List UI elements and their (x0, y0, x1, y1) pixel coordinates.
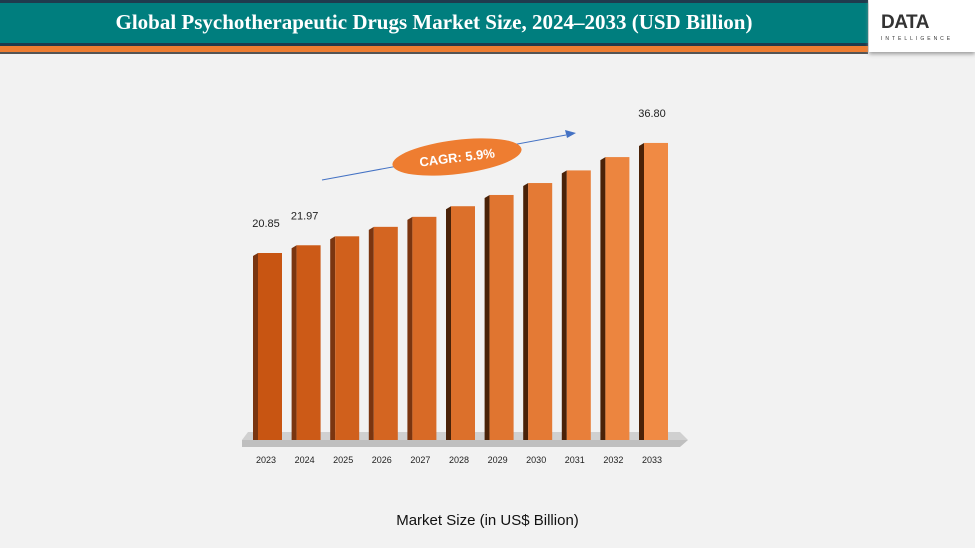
bar-2024 (296, 245, 321, 440)
data-label-2033: 36.80 (638, 108, 666, 120)
bar-2026 (373, 226, 398, 440)
bar-side (291, 245, 297, 440)
tick-label-2028: 2028 (449, 455, 469, 465)
bar-2032 (605, 157, 630, 440)
chart-title: Global Psychotherapeutic Drugs Market Si… (115, 10, 753, 34)
bar-side (523, 183, 529, 440)
tick-label-2024: 2024 (295, 455, 315, 465)
bar-2031 (566, 170, 591, 441)
data-label-2024: 21.97 (291, 210, 319, 222)
bar-side (600, 157, 606, 440)
bar-side (407, 216, 413, 440)
cagr-ellipse (392, 138, 522, 176)
header-bar (0, 0, 868, 46)
bar-side (561, 170, 567, 441)
bar-2027 (412, 216, 437, 440)
bar-2030 (528, 183, 553, 440)
tick-label-2029: 2029 (488, 455, 508, 465)
data-label-2023: 20.85 (252, 218, 280, 230)
tick-label-2023: 2023 (256, 455, 276, 465)
logo-subtext: INTELLIGENCE (881, 36, 954, 42)
tick-label-2026: 2026 (372, 455, 392, 465)
cagr-arrow-head (565, 130, 576, 138)
tick-label-2033: 2033 (642, 455, 662, 465)
bar-2028 (451, 206, 475, 440)
bar-side (253, 253, 258, 440)
bar-2023 (258, 253, 282, 440)
bar-2033 (644, 142, 668, 440)
bar-side (368, 226, 374, 440)
floor (242, 440, 688, 447)
bar-2029 (489, 194, 514, 440)
bar-side (639, 142, 644, 440)
x-axis-label: Market Size (in US$ Billion) (396, 512, 579, 529)
tick-label-2030: 2030 (526, 455, 546, 465)
bar-2025 (335, 236, 360, 440)
tick-label-2027: 2027 (410, 455, 430, 465)
bar-side (330, 236, 336, 440)
bar-side (484, 194, 490, 440)
logo: DATA INTELLIGENCE (869, 0, 975, 52)
tick-label-2031: 2031 (565, 455, 585, 465)
tick-label-2032: 2032 (603, 455, 623, 465)
tick-label-2025: 2025 (333, 455, 353, 465)
logo-text: DATA (881, 12, 929, 33)
bar-side (446, 206, 451, 440)
header-stripe (0, 46, 868, 54)
